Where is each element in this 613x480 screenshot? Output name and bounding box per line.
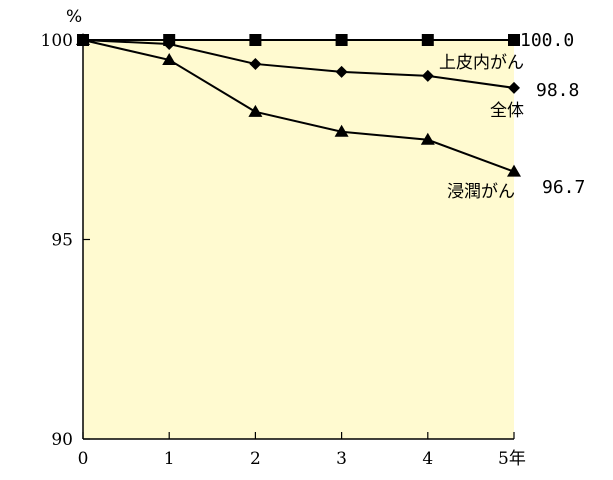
data-point-diamond [508,81,520,94]
x-tick-label: 5年 [498,449,526,469]
series-line-triangle [82,39,515,173]
series-name-label: 全体 [490,101,524,121]
plot-area [83,40,514,439]
x-tick-label: 3 [336,449,347,469]
x-tick-label: 4 [422,449,433,469]
y-tick-label: 90 [51,430,73,450]
axes [82,39,515,440]
x-tick-label: 1 [164,449,175,469]
y-axis-unit-label: % [66,7,82,27]
y-tick-label: 100 [41,31,73,51]
data-point-square [249,34,262,46]
data-point-square [335,34,348,46]
x-tick-label: 2 [250,449,261,469]
data-point-triangle [420,132,435,145]
x-tick-label: 0 [78,449,89,469]
series-name-label: 上皮内がん [439,53,524,73]
series-end-value: 96.7 [542,177,585,198]
data-point-diamond [421,69,434,82]
series-line-diamond [82,39,515,89]
data-point-triangle [248,104,263,117]
data-point-triangle [76,33,90,45]
series-lines [82,39,515,173]
y-tick-label: 95 [51,231,73,251]
series-end-value: 100.0 [520,30,574,51]
data-point-square [421,34,434,46]
data-point-triangle [334,124,349,137]
data-point-diamond [163,37,176,50]
series-end-value: 98.8 [536,80,579,101]
data-point-square [508,34,520,46]
data-point-diamond [249,57,262,70]
series-markers [76,33,521,177]
data-point-triangle [507,164,521,177]
series-name-label: 浸潤がん [447,182,515,202]
tick-labels: 90 95 100 0 1 2 3 4 5年 [41,31,526,469]
data-point-triangle [162,52,177,65]
data-point-diamond [335,65,348,78]
